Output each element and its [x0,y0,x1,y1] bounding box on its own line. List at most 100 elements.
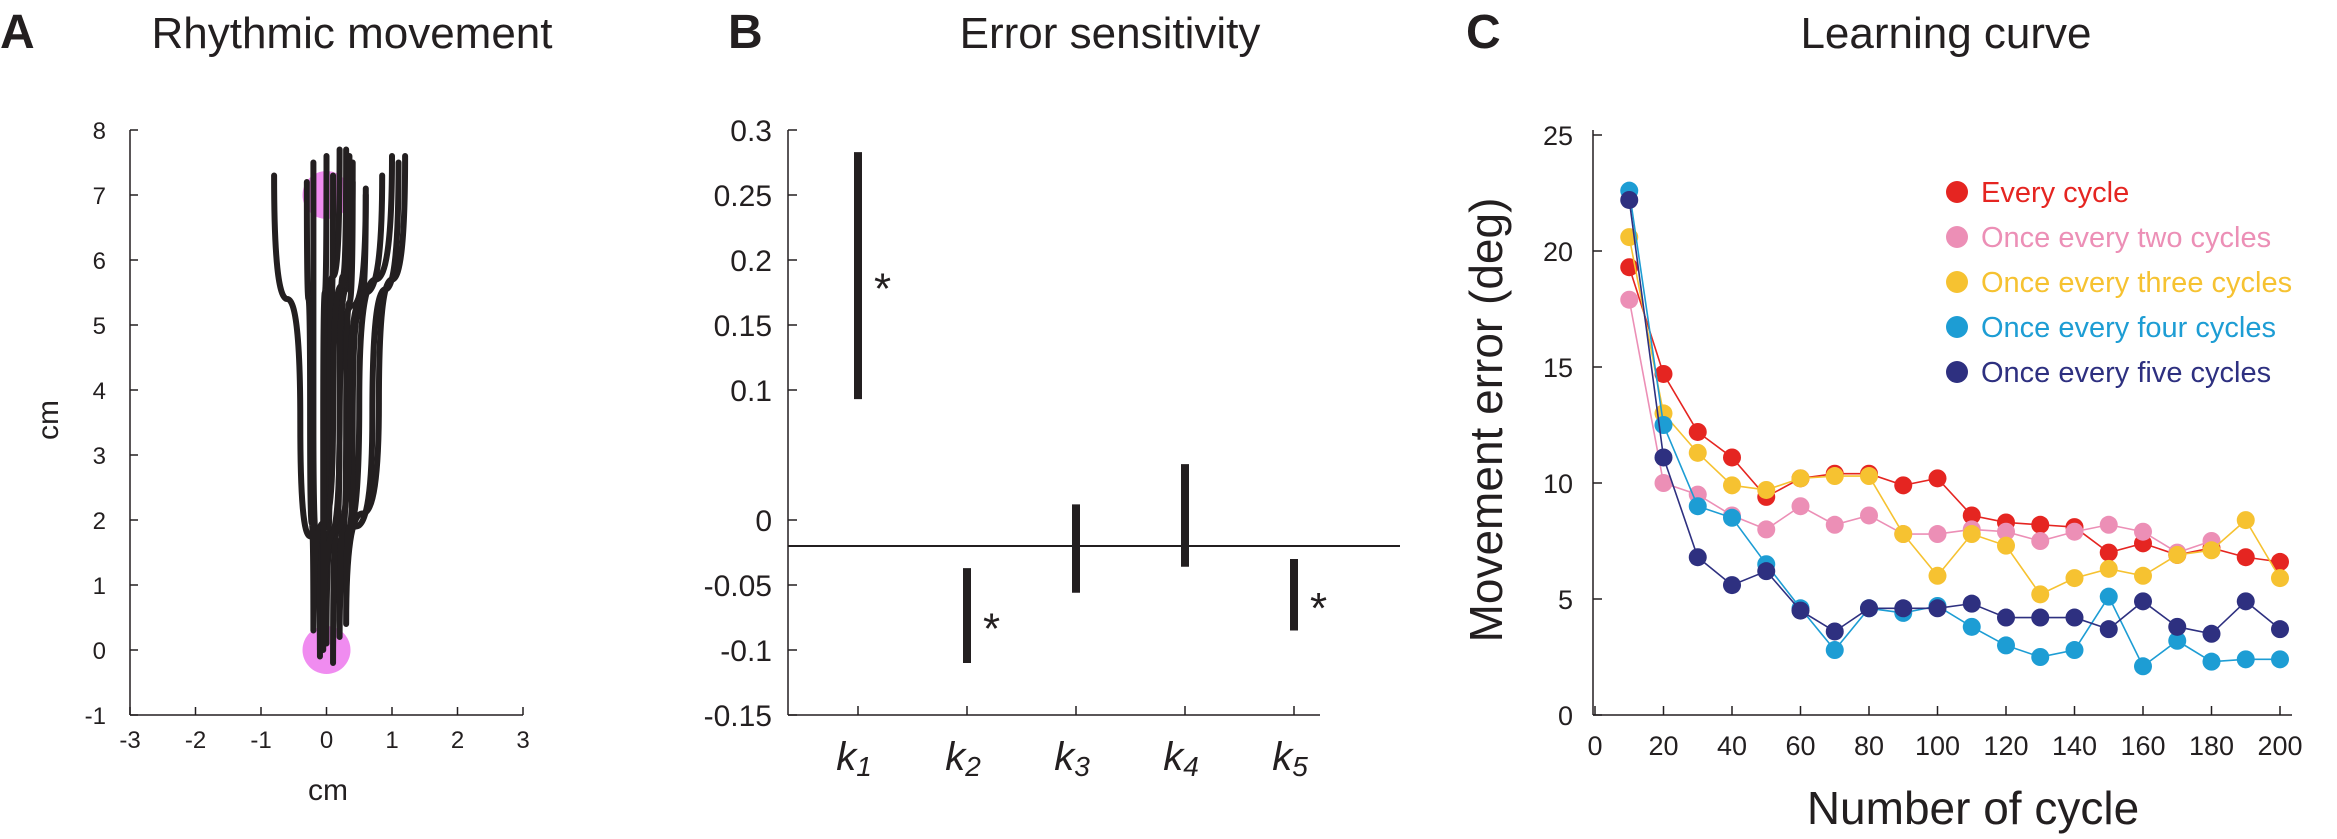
panel-c-series-point [1997,536,2015,555]
panel-c-series-point [2271,650,2289,669]
panel-a-xtick-label: 0 [320,727,333,754]
panel-c-series-point [2031,585,2050,604]
panel-a-ytick-label: 1 [93,573,106,600]
panel-c-xtick-label: 0 [1587,731,1602,761]
panel-c-series-point [2236,650,2255,669]
panel-c-series-point [1620,290,1639,309]
panel-b-axes: 0.3 0.25 0.2 0.15 0.1 0 -0.05 -0.1 -0.15 [704,115,1400,733]
panel-a-trajectory-line [320,153,386,653]
panel-c-legend: Every cycle Once every two cycles Once eve… [1946,177,2292,389]
panel-c-series-point [2236,511,2255,530]
panel-c-legend-marker [1946,271,1968,293]
panel-c-series-point [2099,559,2118,578]
panel-c-series-point [1791,497,1810,516]
panel-c-series-point [1723,576,1741,595]
panel-b-category-label: k2 [945,735,981,782]
panel-a-ytick-label: 8 [93,118,106,145]
panel-c-series-point [2271,569,2289,588]
panel-letter-b: B [728,6,763,59]
panel-c-series-point [2202,652,2221,671]
panel-c-series-point [1791,469,1810,488]
panel-b-categories: k1 k2 k3 k4 k5 [836,735,1308,782]
panel-c-series-point [2099,515,2118,534]
panel-c-series-point [1723,448,1741,467]
panel-c-title: Learning curve [1800,9,2091,58]
panel-a-xtick-label: 2 [451,727,464,754]
panel-c-xtick-label: 100 [1915,731,1960,761]
panel-letter-a: A [0,6,35,59]
panel-a-xtick-label: -1 [250,727,271,754]
panel-c-series-point [2065,569,2084,588]
panel-c-ytick-label: 15 [1543,353,1573,383]
panel-c-xtick-label: 80 [1854,731,1884,761]
panel-b-category-label: k1 [836,735,872,782]
panel-c-series-point [2202,541,2221,560]
panel-b-category-subscript: 1 [856,751,872,782]
panel-a-ytick-label: 7 [93,183,106,210]
panel-c-xtick-label: 60 [1785,731,1815,761]
panel-c-series-point [2065,608,2084,627]
panel-c-series-point [1654,364,1673,383]
panel-a-xtick-label: -2 [185,727,206,754]
panel-c-series-point [2202,624,2221,643]
panel-c-xtick-label: 40 [1717,731,1747,761]
panel-c-legend-label: Once every three cycles [1981,267,2292,299]
panel-a-xtick-label: -3 [119,727,140,754]
panel-a-ytick-label: 6 [93,248,106,275]
panel-c-series-point [1688,548,1707,567]
panel-a-ytick-label: 5 [93,313,106,340]
panel-c-series-point [2168,545,2187,564]
panel-a-ytick-label: -1 [85,703,106,730]
panel-c-xtick-label: 20 [1648,731,1678,761]
panel-a-xtick-label: 3 [516,727,529,754]
panel-c-series-point [2031,608,2050,627]
panel-c-series-point [2099,620,2118,639]
panel-c-series-point [1757,480,1776,499]
panel-b-category-subscript: 2 [964,751,981,782]
panel-c-series-point [1894,599,1913,618]
panel-c-legend-marker [1946,361,1968,383]
panel-c-series-point [1757,520,1776,539]
panel-b-category-base: k [1054,735,1076,779]
panel-b-title: Error sensitivity [960,9,1261,58]
panel-a-ytick-label: 2 [93,508,106,535]
panel-b-category-subscript: 3 [1074,751,1090,782]
panel-a-xlabel: cm [308,774,348,807]
panel-a-ytick-label: 3 [93,443,106,470]
panel-b-category-label: k3 [1054,735,1090,782]
panel-a-trajectory-line [336,159,402,640]
panel-a-trajectories [271,146,409,666]
panel-b-significance-star: * [874,265,891,314]
panel-a-trajectory-line [303,153,353,634]
panel-c-series-point [2099,587,2118,606]
panel-c-series-point [2099,543,2118,562]
panel-c-series-point [1928,566,1947,585]
panel-a: A Rhythmic movement -1 0 1 2 3 4 5 6 7 8 -3 -2 -1 0 1 2… [0,6,553,807]
panel-c-series-line [1628,190,2280,668]
panel-c-series-point [1860,467,1878,486]
panel-b-category-subscript: 4 [1183,751,1199,782]
panel-a-ytick-label: 4 [93,378,106,405]
panel-a-title: Rhythmic movement [151,9,552,58]
panel-c-ytick-label: 10 [1543,469,1573,499]
panel-b-category-label: k4 [1163,735,1199,782]
panel-c-series-point [1688,497,1707,516]
panel-c-series-point [2031,515,2050,534]
panel-c-series-point [2031,648,2050,666]
panel-c-series-point [1860,506,1878,525]
panel-c-series-point [1997,608,2015,627]
panel-b-significance-star: * [983,605,1000,654]
panel-c-series-point [1997,522,2015,541]
panel-c-series-point [1894,525,1913,544]
panel-c-series-point [2065,641,2084,660]
panel-c-series-point [1928,469,1947,488]
panel-c-series-point [1894,476,1913,495]
panel-c-series-point [2134,566,2152,585]
panel-c-xlabel: Number of cycle [1807,782,2139,834]
panel-c-legend-marker [1946,316,1968,338]
panel-c-ytick-label: 25 [1543,121,1573,151]
panel-c-xtick-label: 200 [2257,731,2302,761]
panel-c-series-point [1825,515,1844,534]
panel-c-series-point [1860,599,1878,618]
